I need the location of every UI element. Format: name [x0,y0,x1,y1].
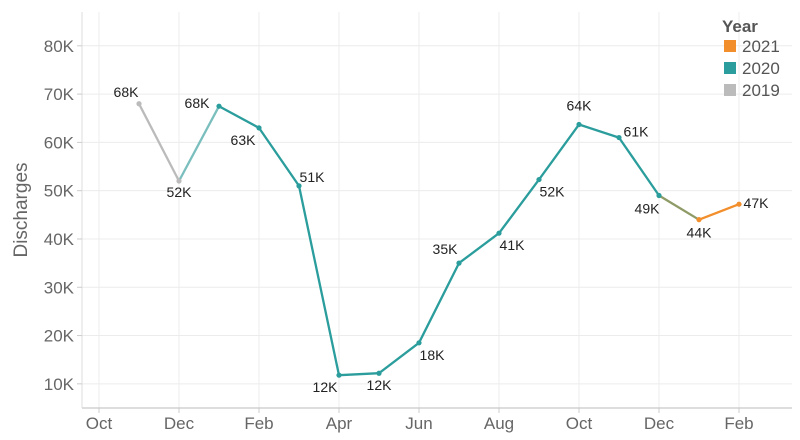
series-line-2019 [137,103,181,182]
x-tick-label: Feb [244,414,273,433]
x-tick-label: Dec [644,414,675,433]
data-point-2019 [176,178,182,184]
data-label: 52K [540,184,566,200]
y-tick-label: 70K [44,85,75,104]
legend-label-2020: 2020 [742,59,780,78]
connector-2019-2020 [177,105,221,182]
x-tick-label: Dec [164,414,195,433]
data-label: 12K [313,379,339,395]
data-point-2020 [496,230,502,236]
data-point-2020 [256,125,262,131]
y-tick-label: 10K [44,375,75,394]
legend: Year 2021 2020 2019 [722,17,780,100]
data-label: 63K [231,132,257,148]
data-point-2020 [656,192,662,199]
connector-2020-2021 [658,194,700,221]
y-axis-ticks: 10K 20K 30K 40K 50K 60K 70K 80K [44,37,82,394]
data-point-2020 [536,176,542,183]
data-label: 61K [624,124,650,140]
data-label: 18K [420,347,446,363]
data-point-2020 [376,370,382,376]
data-labels: 44K 47K 68K 63K 51K 12K 12K 18K 35K 41K 52K 64K 61K 4… [114,84,770,395]
data-point-2020 [616,134,622,141]
x-tick-label: Aug [484,414,514,433]
legend-title: Year [722,17,758,36]
data-label: 49K [635,201,661,217]
data-label: 52K [167,184,193,200]
x-tick-label: Jun [405,414,432,433]
data-point-2020 [456,260,462,266]
legend-swatch-2020 [724,62,736,74]
data-point-2020 [296,183,302,189]
data-label: 64K [567,98,593,114]
data-label: 41K [500,237,526,253]
data-point-2021 [736,201,742,207]
x-axis-ticks: Oct Dec Feb Apr Jun Aug Oct Dec Feb [86,408,754,433]
y-tick-label: 20K [44,327,75,346]
data-label: 47K [744,195,770,211]
x-tick-label: Oct [86,414,113,433]
series-lines [137,103,740,377]
data-point-2020 [416,340,422,346]
data-point-2020 [576,121,582,128]
y-axis-label: Discharges [11,162,32,257]
data-point-2021 [696,217,702,223]
series-line-2020 [218,105,660,377]
x-tick-label: Feb [724,414,753,433]
series-points [136,101,742,378]
y-tick-label: 40K [44,230,75,249]
legend-swatch-2019 [724,84,736,96]
y-tick-label: 60K [44,133,75,152]
data-label: 44K [687,225,713,241]
legend-label-2019: 2019 [742,81,780,100]
x-tick-label: Apr [326,414,353,433]
data-point-2019 [136,101,142,107]
y-tick-label: 50K [44,182,75,201]
data-label: 12K [367,377,393,393]
x-tick-label: Oct [566,414,593,433]
y-tick-label: 30K [44,278,75,297]
data-point-2020 [216,103,222,109]
data-point-2020 [336,372,342,378]
legend-label-2021: 2021 [742,37,780,56]
data-label: 35K [433,241,459,257]
data-label: 68K [185,95,211,111]
y-tick-label: 80K [44,37,75,56]
series-line-2021 [698,203,740,221]
legend-swatch-2021 [724,40,736,52]
data-label: 51K [300,169,326,185]
data-label: 68K [114,84,140,100]
